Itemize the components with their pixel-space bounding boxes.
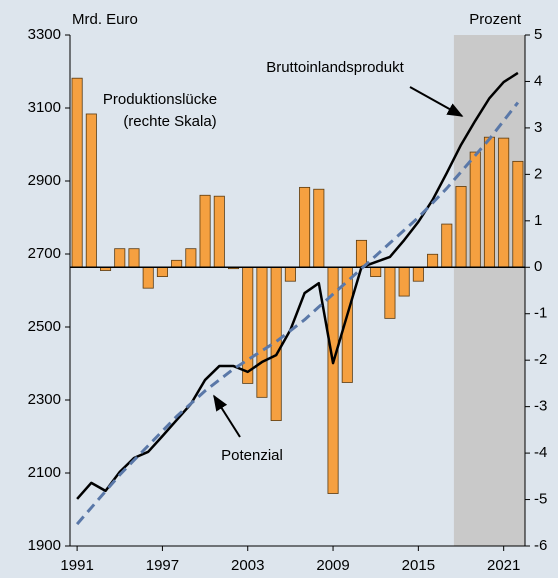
bar (256, 266, 268, 398)
bar (512, 160, 524, 268)
series-label: Bruttoinlandsprodukt (266, 59, 404, 76)
y2-tick-label: 1 (534, 212, 542, 229)
bar (242, 266, 254, 384)
y-tick-label: 2300 (28, 391, 61, 408)
bar (114, 248, 126, 268)
y-tick-label: 2100 (28, 464, 61, 481)
series-label-note: (rechte Skala) (123, 113, 216, 130)
bar (199, 194, 211, 268)
bar (213, 195, 225, 268)
x-tick-label: 1991 (60, 557, 93, 574)
y-tick-label: 3100 (28, 99, 61, 116)
line (76, 71, 519, 500)
x-tick-label: 2015 (402, 557, 435, 574)
bar (483, 136, 495, 268)
bar (427, 253, 439, 268)
bar (284, 266, 296, 282)
x-tick-label: 2003 (231, 557, 264, 574)
series-label: Produktionslücke (103, 91, 217, 108)
bar (313, 188, 325, 268)
y2-tick-label: 4 (534, 72, 542, 89)
bar (441, 223, 453, 268)
series-label: Potenzial (221, 447, 283, 464)
bar (384, 266, 396, 319)
bar (412, 266, 424, 282)
y2-tick-label: -3 (534, 398, 547, 415)
bar (85, 113, 97, 268)
y2-tick-label: 3 (534, 119, 542, 136)
x-tick-label: 2021 (487, 557, 520, 574)
bar (469, 151, 481, 268)
forecast-shade (453, 35, 525, 546)
bar (185, 248, 197, 268)
y-tick-label: 3300 (28, 26, 61, 43)
y-tick-label: 2500 (28, 318, 61, 335)
bar (355, 239, 368, 268)
y-axis-label: Mrd. Euro (72, 11, 138, 28)
y2-tick-label: -6 (534, 537, 547, 554)
y2-tick-label: -5 (534, 491, 547, 508)
y-tick-label: 1900 (28, 537, 61, 554)
bar (156, 266, 168, 277)
y-tick-label: 2900 (28, 172, 61, 189)
bar (498, 137, 510, 268)
y2-tick-label: -1 (534, 305, 547, 322)
annotation-arrow (409, 86, 464, 117)
y2-tick-label: 0 (534, 258, 542, 275)
bar (327, 266, 339, 494)
x-tick-label: 1997 (146, 557, 179, 574)
bar (171, 259, 183, 268)
annotation-arrow (213, 394, 241, 438)
bar (455, 186, 467, 268)
bar (299, 186, 311, 268)
y2-tick-label: -2 (534, 351, 547, 368)
line (75, 101, 520, 526)
x-tick-label: 2009 (316, 557, 349, 574)
bar (370, 266, 382, 277)
y2-axis-label: Prozent (469, 11, 522, 28)
y2-tick-label: -4 (534, 444, 547, 461)
bar (270, 266, 282, 421)
y2-tick-label: 5 (534, 26, 542, 43)
bar (128, 248, 140, 268)
y-tick-label: 2700 (28, 245, 61, 262)
bar (142, 266, 154, 289)
bar (398, 266, 410, 297)
y2-tick-label: 2 (534, 165, 542, 182)
bar (71, 77, 83, 268)
